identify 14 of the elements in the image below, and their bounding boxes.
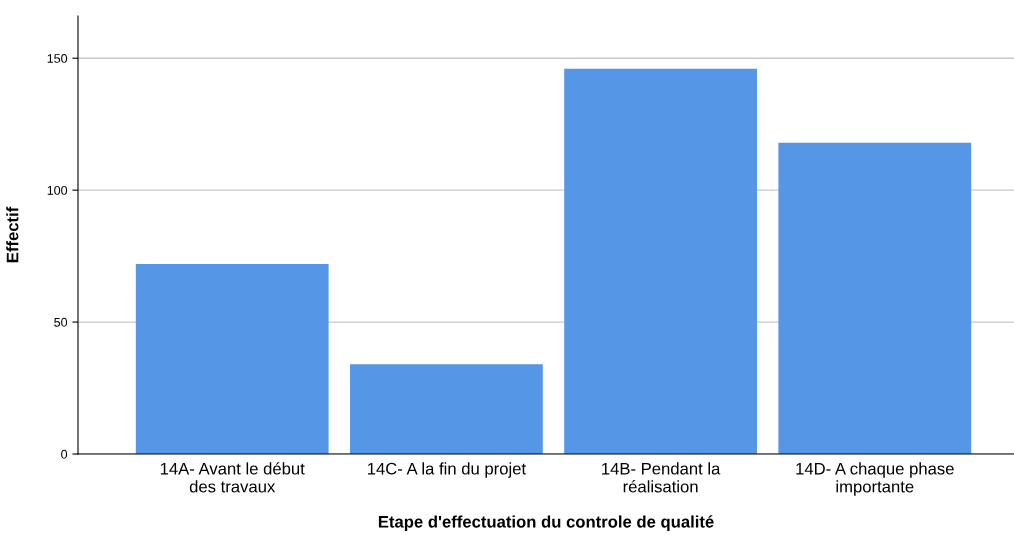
x-tick-label: 14D- A chaque phase importante (796, 462, 954, 496)
y-tick-label: 50 (54, 317, 68, 327)
x-tick-label: 14C- A la fin du projet (368, 462, 526, 478)
bar (778, 142, 972, 454)
y-axis-title: Effectif (6, 206, 19, 263)
y-tick-label: 100 (47, 185, 68, 195)
bar (350, 364, 543, 454)
x-axis-title: Etape d'effectuation du controle de qualité (378, 515, 714, 531)
bar (135, 264, 329, 454)
x-tick-label: 14B- Pendant la réalisation (602, 462, 721, 493)
x-tick-label: 14A- Avant le début des travaux (160, 462, 305, 493)
y-tick-label: 150 (47, 54, 68, 63)
bar (564, 68, 757, 454)
y-tick-label: 0 (61, 449, 68, 459)
